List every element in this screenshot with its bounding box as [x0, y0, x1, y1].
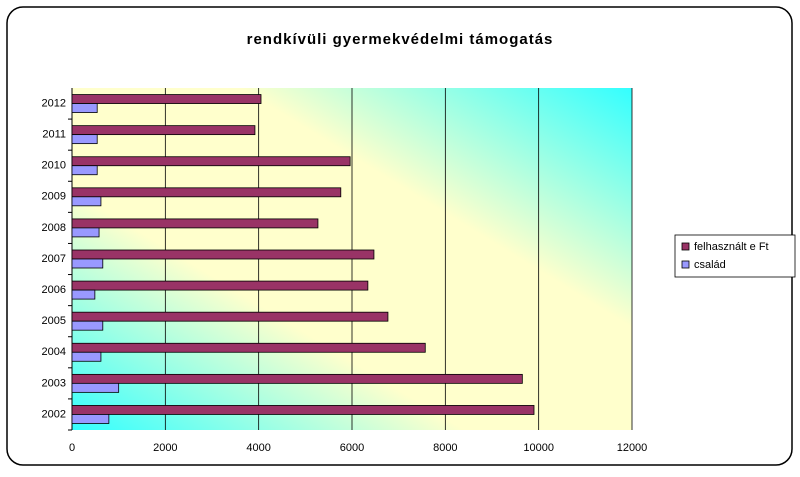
x-tick-label: 10000 — [523, 442, 554, 454]
legend-swatch — [681, 260, 690, 269]
bar — [71, 103, 98, 113]
bar — [71, 249, 375, 260]
bar — [71, 196, 102, 207]
y-tick-label: 2012 — [42, 97, 66, 109]
x-tick-label: 12000 — [617, 442, 648, 454]
y-tick-label: 2008 — [42, 222, 66, 234]
bar — [71, 342, 426, 353]
legend-label: felhasznált e Ft — [694, 241, 769, 253]
bar — [71, 156, 351, 167]
y-tick-label: 2007 — [42, 253, 66, 265]
y-tick-label: 2011 — [42, 129, 66, 141]
chart-title: rendkívüli gyermekvédelmi támogatás — [247, 31, 554, 48]
y-tick-label: 2004 — [42, 346, 66, 358]
bar — [71, 382, 120, 393]
y-tick-label: 2005 — [42, 315, 66, 327]
bar — [71, 134, 98, 145]
y-tick-label: 2003 — [42, 377, 66, 389]
bar — [71, 125, 256, 136]
bar — [71, 218, 319, 229]
x-tick-label: 6000 — [340, 442, 364, 454]
bar — [71, 258, 104, 269]
bar — [71, 405, 535, 415]
legend-swatch — [681, 242, 690, 251]
x-tick-label: 2000 — [153, 442, 177, 454]
bar — [71, 94, 262, 104]
bar — [71, 414, 110, 424]
y-tick-label: 2009 — [42, 191, 66, 203]
bar — [71, 187, 342, 198]
x-tick-label: 8000 — [433, 442, 457, 454]
y-tick-label: 2010 — [42, 160, 66, 172]
x-tick-label: 4000 — [246, 442, 270, 454]
bar — [71, 373, 523, 384]
bar — [71, 311, 389, 322]
legend-label: család — [694, 259, 726, 271]
bar — [71, 351, 102, 362]
bar — [71, 280, 369, 291]
bar — [71, 289, 96, 300]
x-tick-label: 0 — [69, 442, 75, 454]
legend-box — [674, 234, 796, 278]
bar — [71, 320, 104, 331]
bar — [71, 227, 100, 238]
y-tick-label: 2002 — [42, 408, 66, 420]
bar — [71, 165, 98, 176]
y-tick-label: 2006 — [42, 284, 66, 296]
